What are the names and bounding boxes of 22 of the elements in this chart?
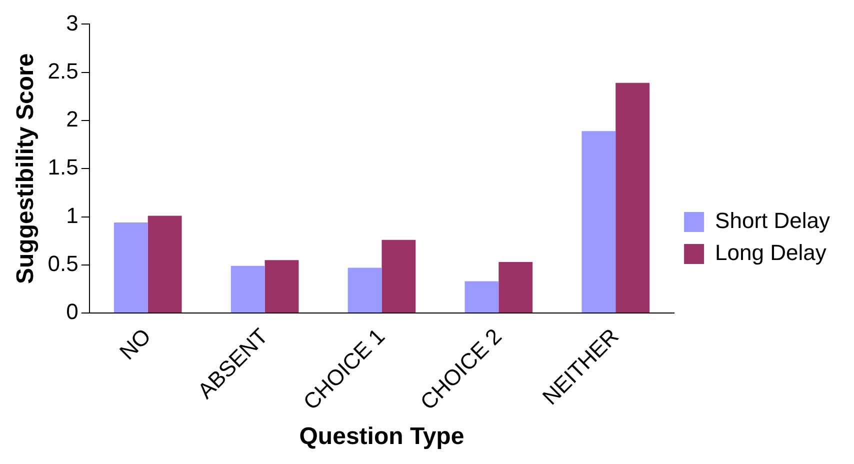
bar	[264, 260, 299, 313]
y-tick-label: 3	[66, 10, 78, 36]
bar	[616, 82, 650, 313]
y-tick-label: 0.5	[48, 250, 78, 276]
x-axis-title: Question Type	[299, 423, 464, 450]
x-tick-label: NO	[114, 324, 156, 365]
bar	[230, 266, 265, 313]
y-tick-label: 0	[66, 299, 78, 324]
bar	[382, 240, 416, 313]
y-tick-label: 1	[66, 202, 78, 228]
bar	[114, 222, 148, 313]
y-tick-label: 2	[66, 106, 78, 132]
bar	[498, 262, 533, 313]
legend-label: Short Delay	[715, 208, 830, 234]
bar	[348, 268, 382, 313]
legend-label: Long Delay	[715, 240, 826, 266]
y-tick-label: 1.5	[48, 154, 78, 180]
bar	[464, 281, 499, 313]
bar	[582, 131, 616, 313]
y-tick-label: 2.5	[48, 58, 78, 84]
y-axis-title: Suggestibility Score	[12, 53, 40, 284]
bar	[148, 216, 182, 313]
